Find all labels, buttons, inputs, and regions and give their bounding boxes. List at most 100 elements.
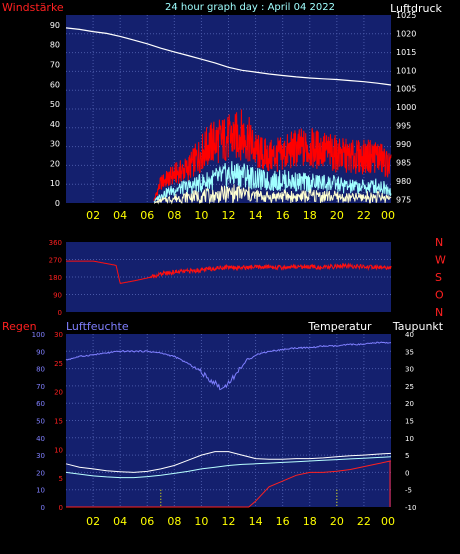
right-y-tick-label: 1000: [396, 103, 416, 112]
humidity-tick-label: 40: [36, 435, 45, 443]
humidity-tick-label: 20: [36, 469, 45, 477]
left-y-tick-label: 0: [55, 199, 60, 208]
humidity-tick-label: 90: [36, 348, 45, 356]
pressure-series: [65, 27, 392, 86]
temperatur-label: Temperatur: [307, 320, 372, 333]
humidity-tick-label: 80: [36, 366, 45, 374]
x-tick-label: 16: [276, 209, 290, 222]
humidity-tick-label: 10: [36, 487, 45, 495]
temperature-tick-label: -10: [405, 504, 416, 512]
graph-title: 24 hour graph day : April 04 2022: [165, 2, 335, 13]
left-y-tick-label: 30: [50, 140, 60, 149]
rain-tick-label: 15: [54, 418, 63, 426]
direction-tick-label: 0: [58, 309, 62, 317]
humidity-tick-label: 70: [36, 383, 45, 391]
right-y-tick-label: 1015: [396, 48, 416, 57]
direction-tick-label: 270: [49, 257, 62, 265]
humidity-tick-label: 30: [36, 452, 45, 460]
compass-label: W: [435, 254, 446, 267]
left-y-tick-label: 80: [50, 41, 60, 50]
x-tick-label: 12: [222, 209, 236, 222]
wind-direction-grid: [66, 259, 391, 295]
x-tick-label: 20: [330, 209, 344, 222]
left-y-tick-label: 90: [50, 21, 60, 30]
right-y-tick-label: 975: [396, 195, 411, 204]
rain-tick-label: 5: [59, 475, 63, 483]
rain-tick-label: 25: [54, 360, 63, 368]
x-tick-label: 16: [276, 515, 290, 528]
temperature-tick-label: 20: [405, 400, 414, 408]
regen-label: Regen: [2, 320, 37, 333]
x-tick-label: 04: [113, 515, 127, 528]
wind-pressure-panel: 0102030405060708090975980985990995100010…: [50, 11, 417, 222]
temperature-tick-label: 0: [405, 469, 409, 477]
temperature-tick-label: 10: [405, 435, 414, 443]
x-tick-label: 14: [249, 515, 263, 528]
rain-tick-label: 0: [59, 504, 63, 512]
taupunkt-label: Taupunkt: [392, 320, 444, 333]
wind-pressure-series: [65, 27, 392, 205]
direction-tick-label: 90: [53, 292, 62, 300]
temperature-tick-label: 25: [405, 383, 414, 391]
left-y-tick-label: 10: [50, 179, 60, 188]
luftdruck-label: Luftdruck: [390, 2, 442, 15]
gust-series: [153, 109, 392, 201]
x-tick-label: 22: [357, 209, 371, 222]
right-y-tick-label: 990: [396, 140, 411, 149]
humidity-temperature-grid: [66, 334, 391, 507]
wind-pressure-ticks: 0102030405060708090975980985990995100010…: [50, 11, 417, 222]
x-tick-label: 08: [167, 209, 181, 222]
x-tick-label: 06: [140, 515, 154, 528]
right-y-tick-label: 980: [396, 177, 411, 186]
humidity-temperature-panel: 0102030405060708090100051015202530-10-50…: [32, 331, 417, 528]
x-tick-label: 10: [194, 515, 208, 528]
x-tick-label: 10: [194, 209, 208, 222]
left-y-tick-label: 20: [50, 159, 60, 168]
temperature-tick-label: 35: [405, 348, 414, 356]
right-y-tick-label: 1025: [396, 11, 416, 20]
direction-tick-label: 180: [49, 274, 62, 282]
right-y-tick-label: 1005: [396, 85, 416, 94]
luftfeuchte-label: Luftfeuchte: [66, 320, 129, 333]
x-tick-label: 18: [303, 209, 317, 222]
temperature-tick-label: 5: [405, 452, 409, 460]
x-tick-label: 18: [303, 515, 317, 528]
temperature-tick-label: 15: [405, 418, 414, 426]
wind-series: [153, 161, 392, 203]
temperature-tick-label: -5: [405, 487, 412, 495]
left-y-tick-label: 40: [50, 120, 60, 129]
temperature-tick-label: 30: [405, 366, 414, 374]
left-y-tick-label: 70: [50, 60, 60, 69]
x-tick-label: 02: [86, 209, 100, 222]
direction-tick-label: 360: [49, 239, 62, 247]
direction-series: [66, 260, 392, 284]
x-tick-label: 20: [330, 515, 344, 528]
compass-label: O: [435, 289, 444, 302]
x-tick-label: 06: [140, 209, 154, 222]
x-tick-label: 08: [167, 515, 181, 528]
right-y-tick-label: 1010: [396, 66, 416, 75]
humidity-tick-label: 50: [36, 418, 45, 426]
right-y-tick-label: 1020: [396, 29, 416, 38]
x-tick-label: 22: [357, 515, 371, 528]
humidity-temperature-series: [65, 341, 392, 508]
rain-tick-label: 10: [54, 446, 63, 454]
windstaerke-label: Windstärke: [2, 1, 64, 14]
rain-tick-label: 20: [54, 389, 63, 397]
compass-label: S: [435, 271, 442, 284]
humidity-series: [65, 341, 392, 391]
x-tick-label: 00: [381, 515, 395, 528]
x-tick-label: 12: [222, 515, 236, 528]
humidity-tick-label: 60: [36, 400, 45, 408]
right-y-tick-label: 995: [396, 122, 411, 131]
x-tick-label: 02: [86, 515, 100, 528]
humidity-tick-label: 0: [41, 504, 45, 512]
x-tick-label: 00: [381, 209, 395, 222]
temperature-tick-label: 40: [405, 331, 414, 339]
dewpoint-series: [65, 456, 392, 479]
right-y-tick-label: 985: [396, 158, 411, 167]
x-tick-label: 14: [249, 209, 263, 222]
